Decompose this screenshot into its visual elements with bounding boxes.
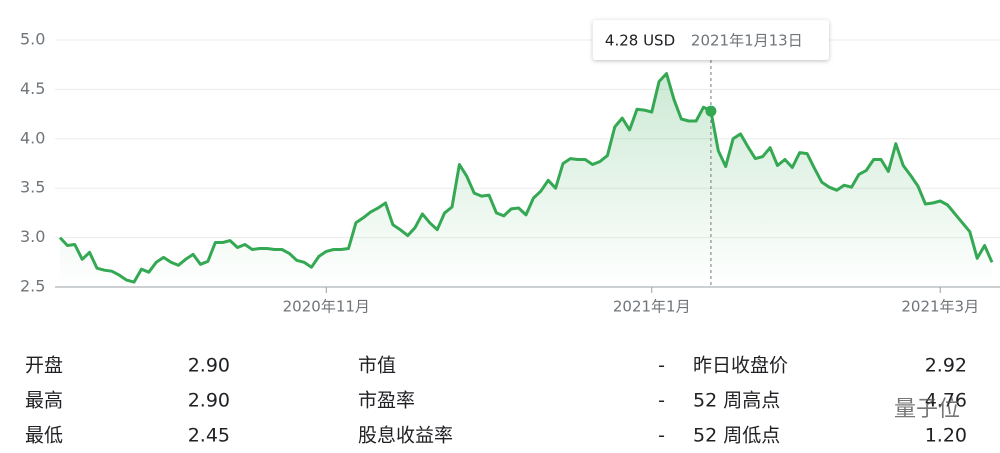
stat-value: 2.92 [925, 355, 967, 377]
stat-label: 52 周高点 [693, 390, 780, 412]
y-tick-label: 4.0 [20, 128, 45, 147]
stat-label: 最低 [25, 425, 63, 447]
stat-value: - [658, 390, 665, 412]
x-tick-label: 2020年11月 [283, 298, 370, 316]
watermark: 量子位 [894, 397, 960, 422]
stat-value: 2.90 [188, 390, 230, 412]
y-tick-label: 4.5 [20, 79, 45, 98]
y-tick-label: 3.5 [20, 178, 45, 197]
stat-label: 市盈率 [358, 390, 415, 412]
stat-value: - [658, 425, 665, 447]
y-tick-label: 2.5 [20, 277, 45, 296]
stat-label: 昨日收盘价 [693, 355, 788, 377]
stat-label: 市值 [358, 355, 396, 377]
stat-value: 2.45 [188, 425, 230, 447]
stat-value: 4.76 [925, 390, 967, 412]
tooltip [592, 20, 829, 60]
stat-value: 1.20 [925, 425, 967, 447]
stat-value: 2.90 [188, 355, 230, 377]
y-tick-label: 3.0 [20, 227, 45, 246]
hover-dot [705, 105, 717, 117]
x-tick-label: 2021年1月 [613, 298, 691, 316]
tooltip-price: 4.28 USD [605, 32, 675, 50]
tooltip-date: 2021年1月13日 [691, 32, 803, 50]
price-line [58, 72, 994, 284]
stat-label: 开盘 [25, 355, 63, 377]
y-tick-label: 5.0 [20, 30, 45, 49]
area-fill [60, 73, 992, 287]
x-tick-label: 2021年3月 [901, 298, 979, 316]
stat-label: 最高 [25, 390, 63, 412]
stat-value: - [658, 355, 665, 377]
stat-label: 52 周低点 [693, 425, 780, 447]
stat-label: 股息收益率 [358, 425, 453, 447]
